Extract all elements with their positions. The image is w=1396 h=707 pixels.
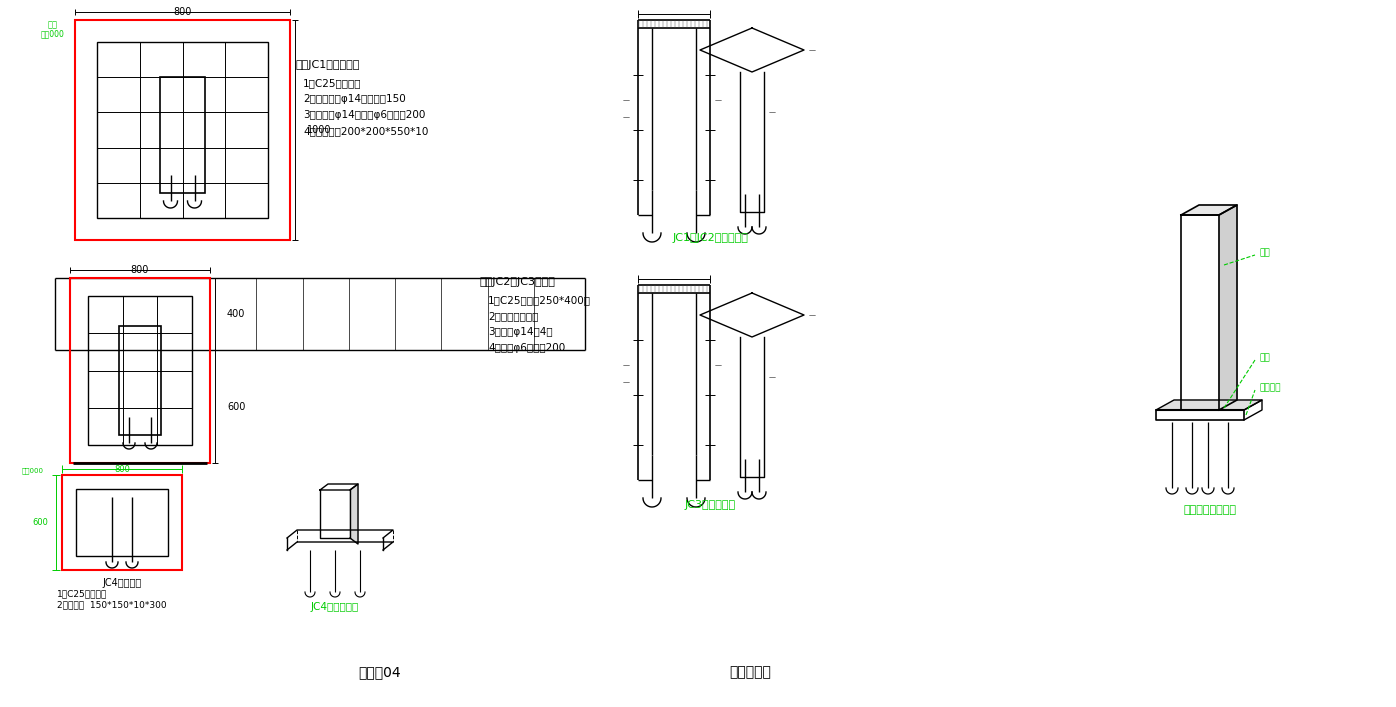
Text: 1000: 1000 — [307, 125, 331, 135]
Text: 主柱: 主柱 — [1261, 248, 1270, 257]
Text: 1、C25砼浇注。: 1、C25砼浇注。 — [303, 78, 362, 88]
Text: 600: 600 — [32, 518, 47, 527]
Text: —: — — [670, 276, 677, 282]
Text: —: — — [769, 109, 776, 115]
Text: 2、底部钢筋φ14纵横间距150: 2、底部钢筋φ14纵横间距150 — [303, 94, 406, 104]
Text: 2、预埋铁  150*150*10*300: 2、预埋铁 150*150*10*300 — [57, 600, 166, 609]
Polygon shape — [1219, 205, 1237, 410]
Bar — [161, 77, 205, 193]
Text: —: — — [715, 97, 722, 103]
Bar — [88, 296, 193, 445]
Polygon shape — [1156, 400, 1262, 410]
Text: 基础施工图: 基础施工图 — [729, 665, 771, 679]
Bar — [75, 489, 168, 556]
Text: 4、预埋铁：200*200*550*10: 4、预埋铁：200*200*550*10 — [303, 126, 429, 136]
Text: 预埋铁板: 预埋铁板 — [1261, 383, 1282, 392]
Text: —: — — [769, 374, 776, 380]
Text: —: — — [623, 97, 630, 103]
Text: 立柱预埋件连接图: 立柱预埋件连接图 — [1184, 505, 1237, 515]
Text: 3、钢筋φ14，4根: 3、钢筋φ14，4根 — [489, 327, 553, 337]
Text: 建施－04: 建施－04 — [359, 665, 401, 679]
Text: —: — — [810, 312, 817, 318]
Text: 800: 800 — [114, 464, 130, 474]
Text: 1、C25砼浇注。: 1、C25砼浇注。 — [57, 590, 107, 599]
Bar — [61, 475, 181, 570]
Text: 1、C25砼浇注250*400高: 1、C25砼浇注250*400高 — [489, 295, 591, 305]
Bar — [96, 42, 268, 218]
Text: —: — — [623, 380, 630, 385]
Text: —: — — [670, 11, 677, 17]
Text: —: — — [623, 115, 630, 120]
Text: —: — — [715, 362, 722, 368]
Text: JC4预埋件详图: JC4预埋件详图 — [311, 602, 359, 612]
Bar — [75, 20, 290, 240]
Text: 600: 600 — [228, 402, 246, 411]
Text: —: — — [810, 47, 817, 53]
Bar — [70, 278, 209, 463]
Text: JC4独立基础: JC4独立基础 — [102, 578, 141, 588]
Polygon shape — [1181, 205, 1237, 215]
Text: JC1、JC2预埋件详图: JC1、JC2预埋件详图 — [671, 233, 748, 243]
Text: 2、底部铺砖一层: 2、底部铺砖一层 — [489, 311, 539, 321]
Text: 标高000: 标高000 — [40, 30, 66, 38]
Text: 800: 800 — [173, 7, 191, 17]
Text: 800: 800 — [131, 265, 149, 275]
Text: 4、箍筋φ6，间距200: 4、箍筋φ6，间距200 — [489, 343, 565, 353]
Text: 标高000: 标高000 — [22, 468, 45, 474]
Text: JC3预埋件详图: JC3预埋件详图 — [684, 500, 736, 510]
Text: 3、柱钢筋φ14，箍筋φ6，间距200: 3、柱钢筋φ14，箍筋φ6，间距200 — [303, 110, 426, 120]
Text: 二层: 二层 — [47, 21, 59, 30]
Text: 钢筋: 钢筋 — [1261, 354, 1270, 363]
Text: —: — — [623, 362, 630, 368]
Text: 一、JC1独立柱墩：: 一、JC1独立柱墩： — [295, 60, 359, 70]
Text: 400: 400 — [228, 309, 246, 319]
Bar — [119, 326, 161, 435]
Polygon shape — [350, 484, 357, 544]
Text: 二、JC2、JC3地梁：: 二、JC2、JC3地梁： — [480, 277, 556, 287]
